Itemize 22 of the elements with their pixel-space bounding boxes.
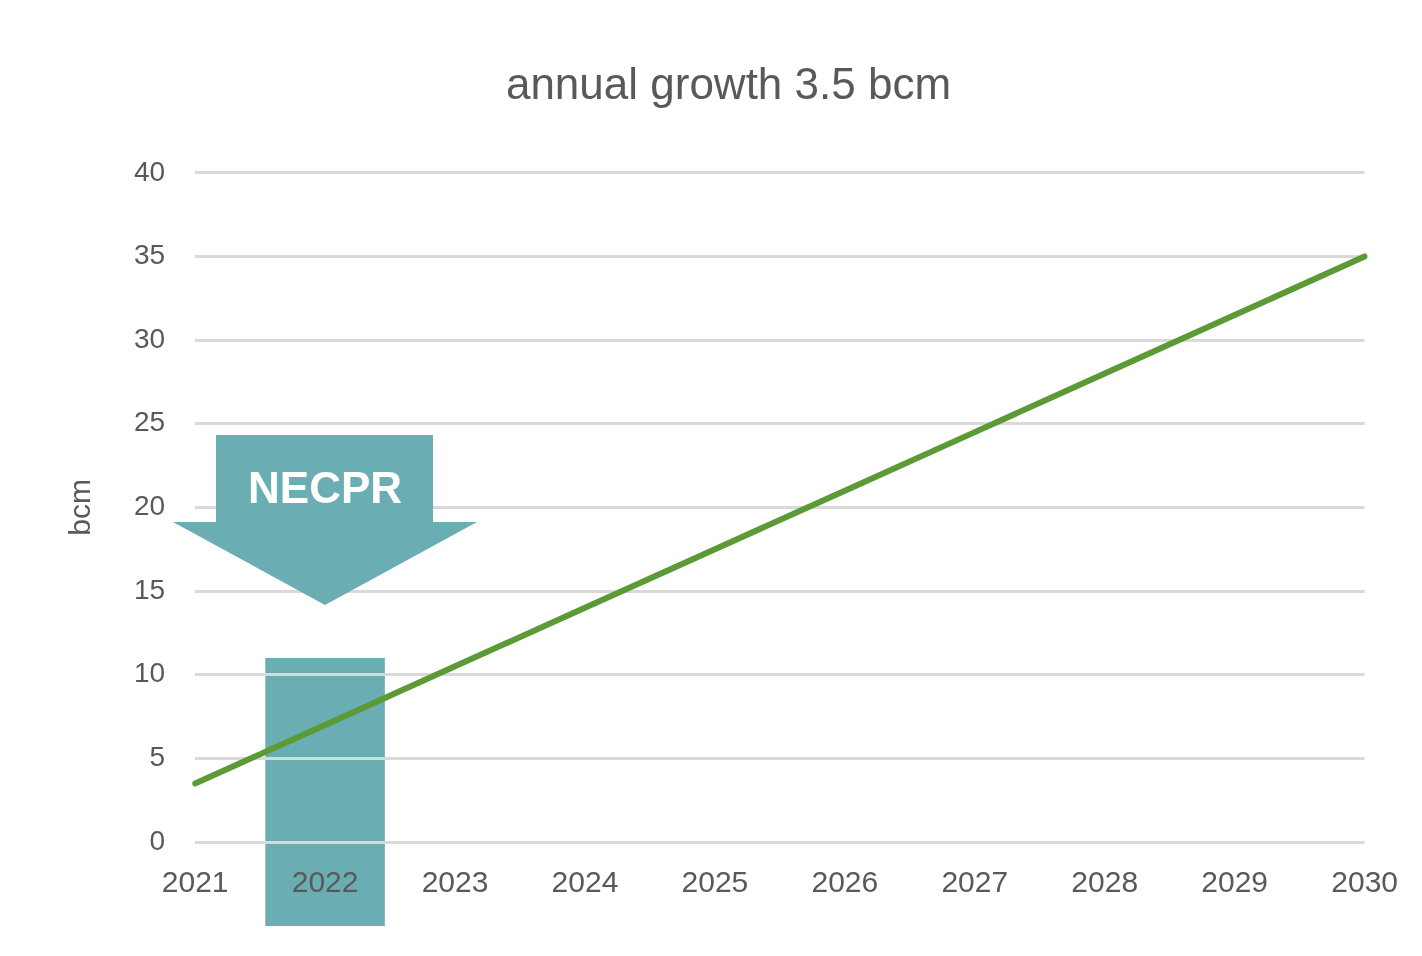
annotation: NECPR [247,462,404,513]
y-tick-label: 35 [133,239,166,271]
x-tick-label: 2027 [941,865,1009,899]
y-axis-title: bcm [63,479,97,536]
x-tick-label: 2029 [1201,865,1269,899]
y-tick-label: 30 [133,322,166,354]
y-tick-label: 15 [133,573,166,605]
x-tick-label: 2021 [161,865,229,899]
y-tick-label: 40 [133,155,166,187]
y-tick-label: 25 [133,406,166,438]
y-tick-label: 5 [149,741,166,773]
y-tick-label: 10 [133,657,166,689]
x-tick-label: 2026 [811,865,879,899]
y-tick-label: 20 [133,490,166,522]
chart-title: annual growth 3.5 bcm [505,58,952,108]
x-tick-label: 2028 [1071,865,1139,899]
x-tick-label: 2025 [681,865,749,899]
y-tick-label: 0 [149,824,166,856]
x-tick-label: 2030 [1331,865,1399,899]
x-tick-label: 2024 [551,865,619,899]
x-tick-label: 2023 [421,865,489,899]
x-tick-label: 2022 [291,865,359,899]
